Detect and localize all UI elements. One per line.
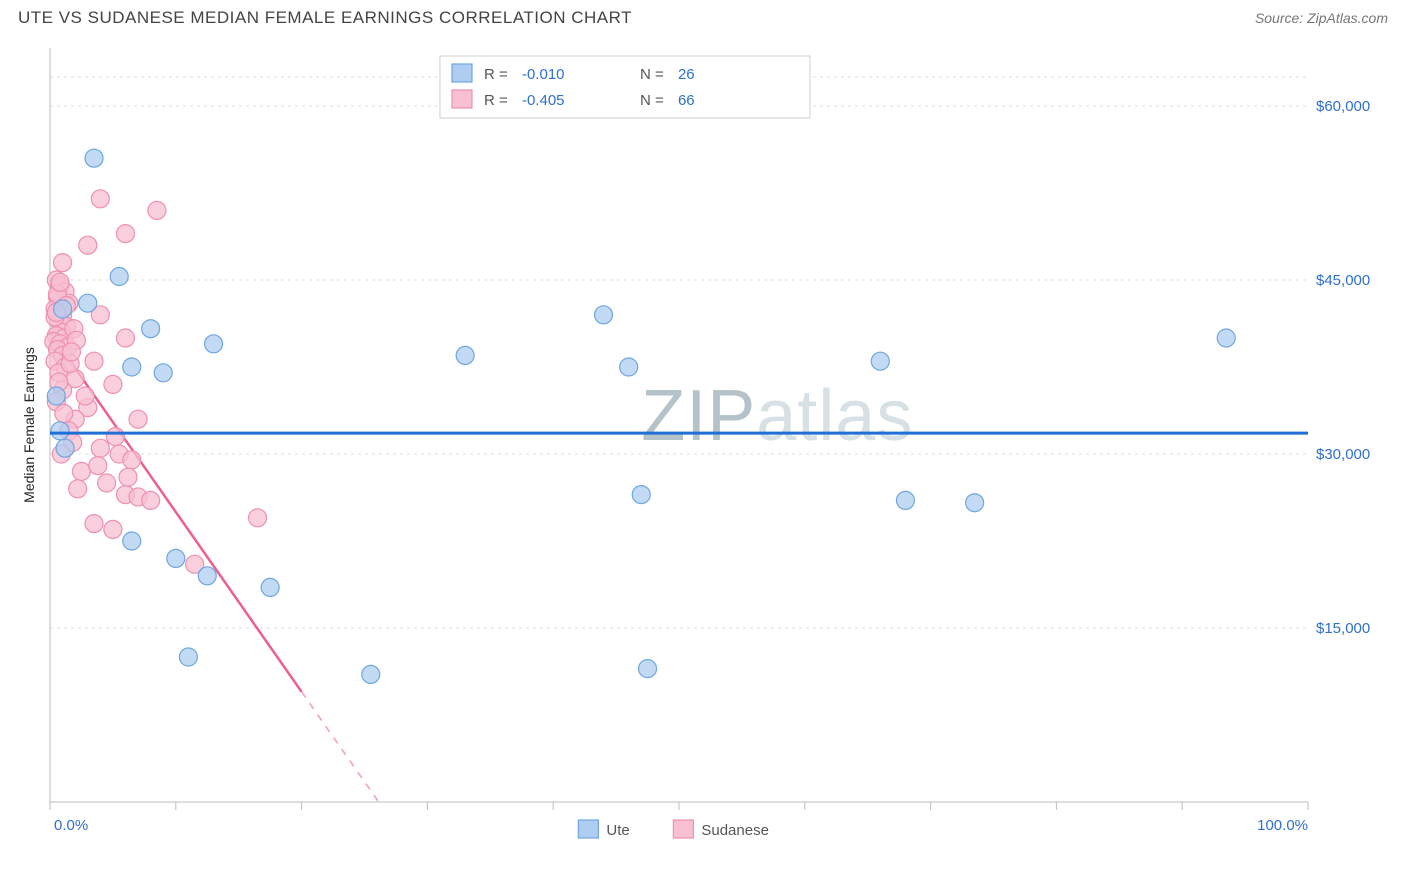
watermark: ZIPatlas: [641, 376, 913, 456]
y-tick-label: $30,000: [1316, 446, 1370, 463]
point-sudanese: [123, 451, 141, 469]
point-ute: [966, 494, 984, 512]
point-ute: [456, 346, 474, 364]
x-left-label: 0.0%: [54, 817, 88, 834]
point-ute: [54, 300, 72, 318]
point-ute: [154, 364, 172, 382]
legend-swatch-sudanese: [452, 90, 472, 108]
point-ute: [595, 306, 613, 324]
legend-n-label: N =: [640, 92, 664, 109]
x-right-label: 100.0%: [1257, 817, 1308, 834]
point-ute: [362, 665, 380, 683]
point-ute: [261, 578, 279, 596]
point-ute: [167, 549, 185, 567]
point-sudanese: [79, 236, 97, 254]
point-ute: [142, 320, 160, 338]
point-ute: [1217, 329, 1235, 347]
legend-n-label: N =: [640, 66, 664, 83]
point-sudanese: [85, 352, 103, 370]
point-sudanese: [72, 462, 90, 480]
correlation-chart: $15,000 $30,000 $45,000 $60,000 0.0% 100.0% Me…: [18, 40, 1388, 860]
point-sudanese: [148, 201, 166, 219]
point-sudanese: [119, 468, 137, 486]
point-ute: [85, 149, 103, 167]
legend-r-value: -0.405: [522, 92, 565, 109]
trend-line-sudanese-dashed: [302, 692, 379, 802]
point-sudanese: [51, 273, 69, 291]
point-sudanese: [76, 387, 94, 405]
point-sudanese: [116, 225, 134, 243]
bottom-legend-swatch-ute: [578, 820, 598, 838]
point-sudanese: [98, 474, 116, 492]
legend-n-value: 26: [678, 66, 695, 83]
point-ute: [123, 532, 141, 550]
point-sudanese: [91, 190, 109, 208]
y-axis-label: Median Female Earnings: [21, 347, 37, 503]
bottom-legend-swatch-sudanese: [673, 820, 693, 838]
legend-r-value: -0.010: [522, 66, 565, 83]
point-ute: [56, 439, 74, 457]
chart-container: $15,000 $30,000 $45,000 $60,000 0.0% 100.0% Me…: [18, 40, 1388, 860]
point-ute: [198, 567, 216, 585]
point-ute: [871, 352, 889, 370]
point-sudanese: [85, 515, 103, 533]
point-ute: [47, 387, 65, 405]
point-sudanese: [69, 480, 87, 498]
point-ute: [123, 358, 141, 376]
point-sudanese: [129, 410, 147, 428]
point-ute: [620, 358, 638, 376]
point-sudanese: [116, 329, 134, 347]
point-ute: [632, 486, 650, 504]
point-ute: [639, 660, 657, 678]
legend-r-label: R =: [484, 66, 508, 83]
chart-title: UTE VS SUDANESE MEDIAN FEMALE EARNINGS C…: [18, 8, 632, 28]
point-ute: [179, 648, 197, 666]
point-sudanese: [142, 491, 160, 509]
legend-swatch-ute: [452, 64, 472, 82]
y-tick-label: $45,000: [1316, 272, 1370, 289]
legend-n-value: 66: [678, 92, 695, 109]
point-sudanese: [91, 439, 109, 457]
point-sudanese: [62, 343, 80, 361]
point-ute: [51, 422, 69, 440]
point-sudanese: [55, 404, 73, 422]
point-ute: [110, 268, 128, 286]
point-sudanese: [106, 428, 124, 446]
bottom-legend-label-sudanese: Sudanese: [701, 822, 769, 839]
y-tick-label: $15,000: [1316, 620, 1370, 637]
y-tick-label: $60,000: [1316, 98, 1370, 115]
point-sudanese: [54, 254, 72, 272]
point-sudanese: [89, 457, 107, 475]
point-sudanese: [249, 509, 267, 527]
source-label: Source: ZipAtlas.com: [1255, 10, 1388, 26]
legend-r-label: R =: [484, 92, 508, 109]
bottom-legend-label-ute: Ute: [606, 822, 629, 839]
point-sudanese: [104, 375, 122, 393]
point-ute: [79, 294, 97, 312]
point-ute: [896, 491, 914, 509]
point-sudanese: [104, 520, 122, 538]
point-ute: [205, 335, 223, 353]
